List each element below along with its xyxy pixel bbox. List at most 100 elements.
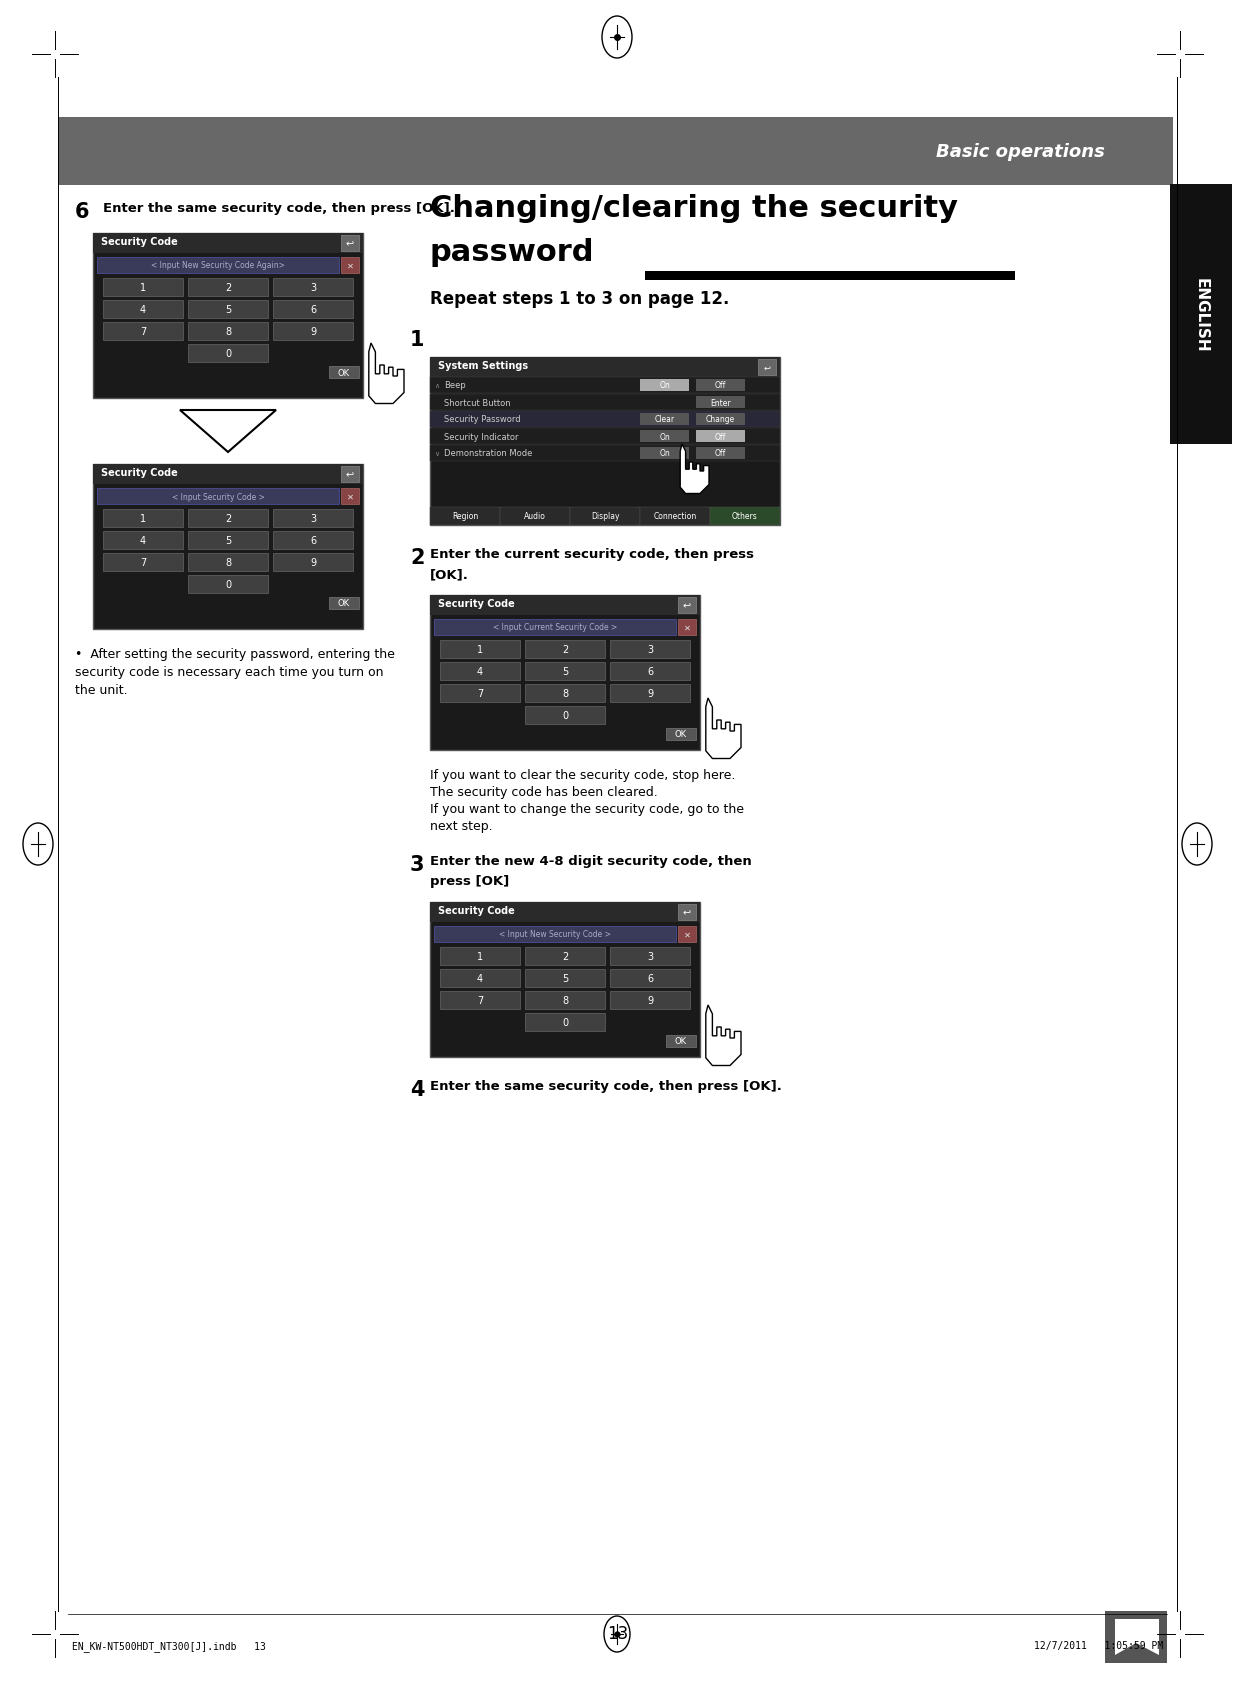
Bar bbox=[188, 532, 268, 549]
Text: 6: 6 bbox=[310, 304, 316, 314]
Bar bbox=[188, 576, 268, 593]
Text: Security Password: Security Password bbox=[445, 415, 521, 424]
Text: 4: 4 bbox=[477, 667, 483, 677]
Ellipse shape bbox=[601, 17, 632, 59]
Text: 3: 3 bbox=[647, 951, 653, 961]
Text: 6: 6 bbox=[647, 667, 653, 677]
Text: < Input Current Security Code >: < Input Current Security Code > bbox=[493, 623, 618, 632]
Text: Security Code: Security Code bbox=[101, 468, 178, 478]
Text: Display: Display bbox=[590, 512, 619, 522]
Bar bbox=[188, 345, 268, 363]
Bar bbox=[273, 532, 353, 549]
Bar bbox=[697, 431, 745, 443]
Text: 0: 0 bbox=[562, 711, 568, 721]
Text: 1: 1 bbox=[477, 645, 483, 655]
Bar bbox=[678, 598, 697, 613]
Bar bbox=[525, 640, 605, 659]
Bar bbox=[430, 902, 700, 922]
Text: Enter the current security code, then press: Enter the current security code, then pr… bbox=[430, 547, 755, 561]
Text: Repeat steps 1 to 3 on page 12.: Repeat steps 1 to 3 on page 12. bbox=[430, 291, 730, 307]
Bar bbox=[500, 508, 571, 525]
Text: Changing/clearing the security: Changing/clearing the security bbox=[430, 194, 958, 223]
Bar bbox=[430, 378, 781, 394]
Text: 3: 3 bbox=[647, 645, 653, 655]
Bar bbox=[98, 488, 338, 505]
Bar bbox=[610, 969, 690, 988]
Text: 8: 8 bbox=[562, 689, 568, 699]
Text: ↩: ↩ bbox=[763, 363, 771, 372]
Bar bbox=[640, 431, 689, 443]
Bar bbox=[273, 510, 353, 527]
Text: 1: 1 bbox=[410, 329, 425, 350]
Bar bbox=[571, 508, 640, 525]
Text: System Settings: System Settings bbox=[438, 361, 529, 372]
Text: Off: Off bbox=[715, 449, 726, 458]
Bar bbox=[430, 508, 500, 525]
Bar bbox=[93, 464, 363, 485]
Text: < Input New Security Code >: < Input New Security Code > bbox=[499, 931, 611, 939]
Text: ↩: ↩ bbox=[346, 470, 354, 480]
Bar bbox=[273, 323, 353, 341]
Polygon shape bbox=[705, 699, 741, 758]
Text: 0: 0 bbox=[562, 1017, 568, 1027]
Bar bbox=[433, 620, 676, 635]
Bar bbox=[103, 301, 183, 319]
Text: Shortcut Button: Shortcut Button bbox=[445, 399, 510, 407]
Text: 6: 6 bbox=[647, 973, 653, 983]
Bar bbox=[430, 395, 781, 410]
Text: press [OK]: press [OK] bbox=[430, 875, 509, 887]
Bar bbox=[640, 414, 689, 426]
Text: 1: 1 bbox=[140, 513, 146, 524]
Text: 4: 4 bbox=[140, 304, 146, 314]
Polygon shape bbox=[369, 345, 404, 404]
Text: 12/7/2011   1:05:59 PM: 12/7/2011 1:05:59 PM bbox=[1034, 1640, 1163, 1650]
Bar bbox=[697, 397, 745, 409]
Text: •  After setting the security password, entering the
security code is necessary : • After setting the security password, e… bbox=[75, 647, 395, 696]
Text: On: On bbox=[659, 449, 669, 458]
Polygon shape bbox=[1115, 1620, 1158, 1655]
Bar bbox=[610, 991, 690, 1010]
Bar bbox=[341, 466, 359, 483]
Text: < Input New Security Code Again>: < Input New Security Code Again> bbox=[151, 262, 285, 270]
Text: < Input Security Code >: < Input Security Code > bbox=[172, 491, 264, 502]
Text: 2: 2 bbox=[562, 645, 568, 655]
Text: Off: Off bbox=[715, 432, 726, 441]
Bar bbox=[273, 554, 353, 571]
Bar bbox=[440, 948, 520, 966]
Polygon shape bbox=[705, 1005, 741, 1066]
Text: EN_KW-NT500HDT_NT300[J].indb   13: EN_KW-NT500HDT_NT300[J].indb 13 bbox=[72, 1640, 266, 1650]
Text: Security Code: Security Code bbox=[101, 236, 178, 247]
Bar bbox=[341, 236, 359, 252]
Text: 7: 7 bbox=[140, 557, 146, 568]
Text: On: On bbox=[659, 382, 669, 390]
Bar bbox=[93, 233, 363, 253]
Bar bbox=[640, 380, 689, 392]
Text: 9: 9 bbox=[647, 995, 653, 1005]
Text: 5: 5 bbox=[562, 667, 568, 677]
Bar bbox=[341, 258, 359, 274]
Text: ↩: ↩ bbox=[683, 907, 692, 917]
Text: If you want to clear the security code, stop here.
The security code has been cl: If you want to clear the security code, … bbox=[430, 768, 743, 833]
Text: 3: 3 bbox=[310, 282, 316, 292]
Bar bbox=[525, 1013, 605, 1032]
Text: ✕: ✕ bbox=[347, 491, 353, 502]
Text: password: password bbox=[430, 238, 594, 267]
Bar bbox=[188, 323, 268, 341]
Text: 7: 7 bbox=[140, 326, 146, 336]
Bar bbox=[430, 902, 700, 1057]
Text: 9: 9 bbox=[647, 689, 653, 699]
Bar bbox=[710, 508, 781, 525]
Bar bbox=[188, 554, 268, 571]
Text: OK: OK bbox=[338, 368, 350, 377]
Bar bbox=[103, 279, 183, 297]
Bar bbox=[430, 446, 781, 461]
Bar bbox=[697, 414, 745, 426]
Text: ↩: ↩ bbox=[346, 238, 354, 248]
Text: 7: 7 bbox=[477, 995, 483, 1005]
Bar bbox=[440, 969, 520, 988]
Bar bbox=[430, 412, 781, 427]
Text: ✕: ✕ bbox=[347, 262, 353, 270]
Text: 5: 5 bbox=[225, 535, 231, 546]
Text: Off: Off bbox=[715, 382, 726, 390]
Bar bbox=[103, 323, 183, 341]
